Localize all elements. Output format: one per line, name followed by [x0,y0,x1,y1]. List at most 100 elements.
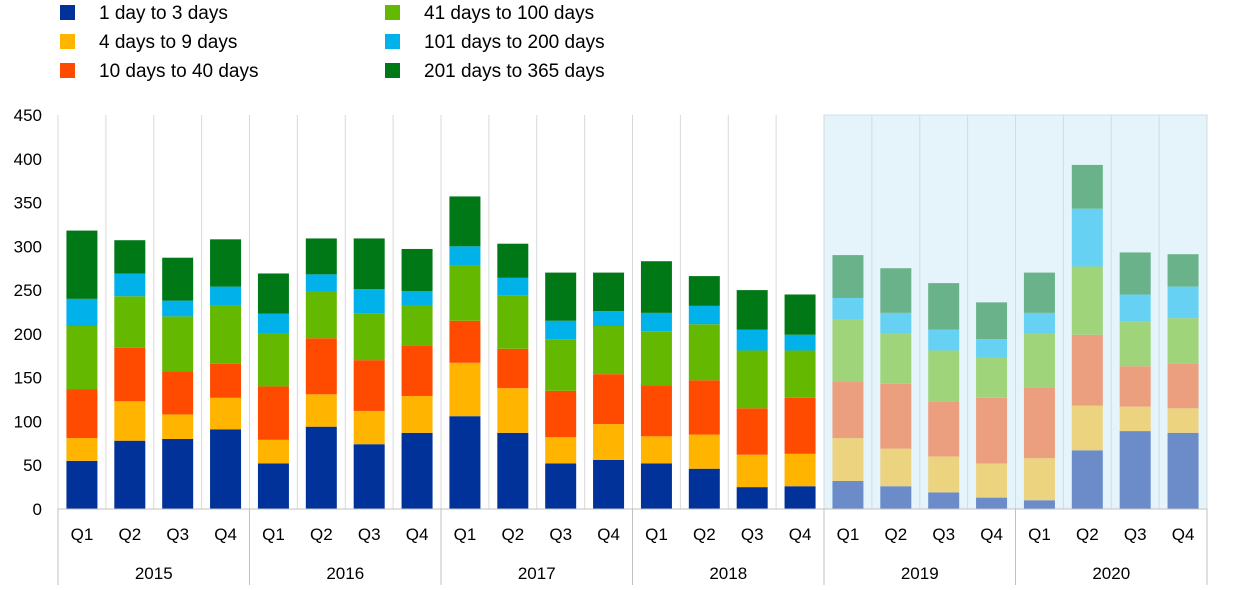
legend-label: 10 days to 40 days [99,61,259,82]
bar-segment-series-3 [449,320,481,363]
bar-segment-series-3 [880,383,912,449]
legend-label: 201 days to 365 days [424,61,605,82]
bar-segment-series-2 [593,424,625,460]
legend-swatch [60,63,75,78]
bar-segment-series-3 [976,397,1008,464]
bar-segment-series-6 [736,290,768,330]
bar-segment-series-5 [66,298,98,327]
x-tick-label-quarter: Q3 [741,525,764,544]
legend-swatch [385,34,400,49]
y-tick-label: 350 [14,194,42,213]
bar-segment-series-6 [832,255,864,298]
bar-segment-series-6 [784,294,816,335]
bar-segment-series-1 [210,429,242,509]
bar-segment-series-1 [784,486,816,509]
bar-segment-series-5 [928,329,960,351]
x-tick-label-quarter: Q3 [1124,525,1147,544]
bar-segment-series-3 [305,338,337,395]
bar-segment-series-2 [114,401,146,441]
bar-segment-series-2 [1119,406,1151,432]
x-tick-label-quarter: Q4 [980,525,1003,544]
x-tick-label-quarter: Q1 [454,525,477,544]
bar-segment-series-3 [210,363,242,398]
bar-segment-series-5 [545,320,577,340]
bar-segment-series-6 [114,240,146,274]
bar-segment-series-3 [353,360,385,411]
x-tick-label-quarter: Q4 [214,525,237,544]
bar-segment-series-1 [736,487,768,509]
x-tick-label-quarter: Q1 [837,525,860,544]
bar-segment-series-1 [640,463,672,509]
y-tick-label: 400 [14,150,42,169]
bar-segment-series-5 [976,339,1008,358]
x-tick-label-year: 2019 [901,564,939,583]
bar-segment-series-1 [1023,500,1055,509]
bar-segment-series-5 [257,313,289,334]
bar-segment-series-2 [210,397,242,430]
x-tick-label-year: 2016 [326,564,364,583]
legend-swatch [60,34,75,49]
bar-segment-series-1 [1071,450,1103,509]
legend-swatch [60,5,75,20]
x-tick-label-quarter: Q4 [597,525,620,544]
bar-segment-series-3 [736,408,768,455]
bar-segment-series-6 [162,257,194,301]
x-tick-label-year: 2015 [135,564,173,583]
bar-segment-series-3 [66,389,98,439]
bar-segment-series-6 [401,248,433,291]
bar-segment-series-3 [1071,334,1103,406]
x-tick-label-quarter: Q4 [1172,525,1195,544]
legend-swatch [385,63,400,78]
x-tick-label-quarter: Q1 [645,525,668,544]
x-tick-label-quarter: Q3 [166,525,189,544]
bar-segment-series-2 [305,394,337,427]
bar-segment-series-3 [1119,366,1151,407]
bar-segment-series-5 [1023,312,1055,334]
bar-segment-series-6 [257,273,289,314]
bar-segment-series-3 [497,348,529,389]
bar-segment-series-4 [305,290,337,339]
bar-segment-series-1 [688,468,720,509]
x-tick-label-quarter: Q2 [310,525,333,544]
bar-segment-series-6 [210,239,242,287]
bar-segment-series-6 [305,238,337,275]
bar-segment-series-1 [353,444,385,509]
bar-segment-series-5 [449,246,481,266]
x-tick-label-quarter: Q4 [789,525,812,544]
bar-segment-series-2 [736,454,768,488]
bar-segment-series-6 [66,230,98,299]
bar-segment-series-2 [640,436,672,464]
bar-segment-series-4 [401,304,433,346]
bar-segment-series-2 [1167,408,1199,433]
bar-segment-series-4 [1071,266,1103,335]
bar-segment-series-1 [545,463,577,509]
bar-segment-series-4 [353,313,385,361]
bar-segment-series-5 [688,305,720,325]
bar-segment-series-4 [784,350,816,398]
bar-segment-series-1 [66,460,98,509]
x-tick-label-quarter: Q2 [118,525,141,544]
bar-segment-series-5 [640,312,672,332]
bar-segment-series-4 [162,316,194,372]
bar-segment-series-2 [832,438,864,481]
bar-segment-series-6 [593,272,625,312]
bar-segment-series-6 [928,283,960,330]
bar-segment-series-5 [880,312,912,334]
x-tick-label-quarter: Q3 [932,525,955,544]
x-tick-label-quarter: Q4 [406,525,429,544]
bar-segment-series-1 [1119,431,1151,509]
y-tick-label: 0 [33,500,42,519]
bar-segment-series-6 [353,238,385,290]
x-tick-label-quarter: Q1 [262,525,285,544]
bar-segment-series-3 [114,347,146,402]
bar-segment-series-6 [688,276,720,306]
bar-segment-series-4 [1167,318,1199,364]
legend-label: 101 days to 200 days [424,32,605,53]
bar-segment-series-1 [305,426,337,509]
bar-segment-series-3 [162,371,194,415]
bar-segment-series-4 [66,326,98,390]
bar-segment-series-1 [449,416,481,509]
bar-segment-series-3 [832,381,864,439]
bar-segment-series-2 [353,410,385,445]
